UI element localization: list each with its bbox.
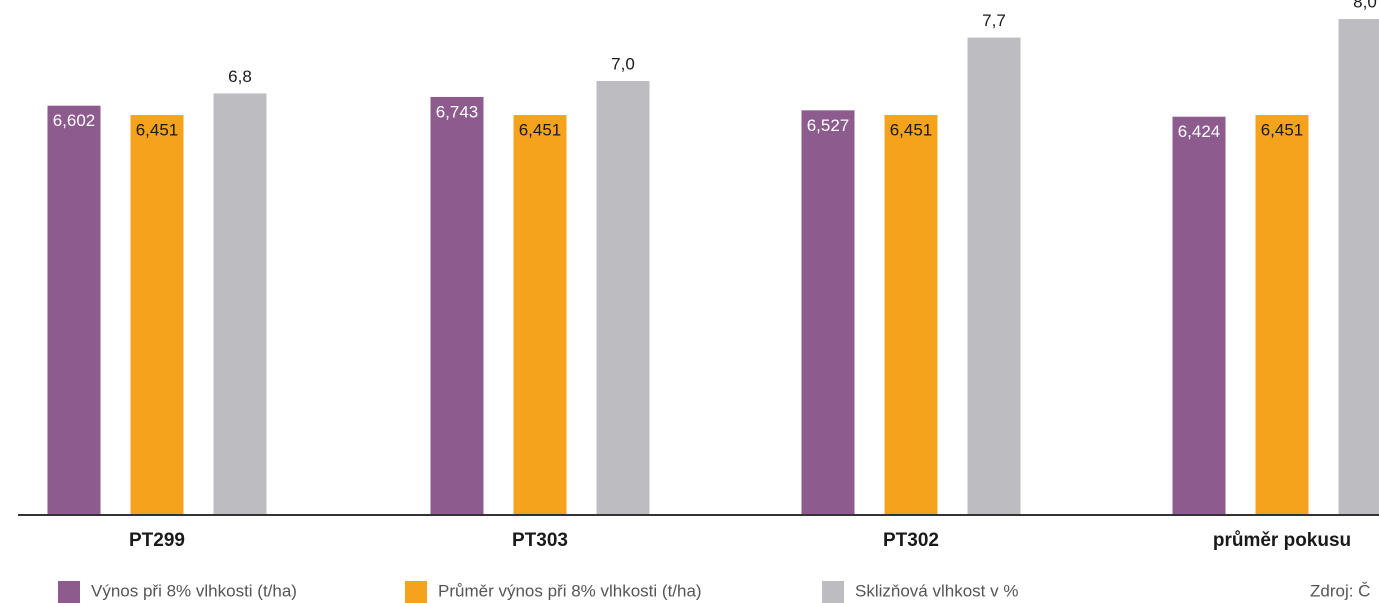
bar — [1172, 116, 1226, 515]
bar — [430, 96, 484, 516]
bar — [596, 81, 650, 515]
bar — [967, 37, 1021, 515]
legend-label: Výnos při 8% vlhkosti (t/ha) — [91, 581, 297, 600]
data-label: 6,602 — [53, 111, 96, 130]
data-label: 6,424 — [1178, 122, 1221, 141]
data-label: 6,451 — [519, 121, 562, 140]
x-tick-label: PT302 — [883, 530, 939, 551]
legend-label: Sklizňová vlhkost v % — [855, 581, 1018, 600]
legend-swatch — [58, 581, 80, 603]
bar — [801, 110, 855, 516]
source: Zdroj: Č — [1310, 581, 1370, 600]
bar — [47, 105, 101, 516]
x-tick-label: PT299 — [129, 530, 185, 551]
legend-label: Průměr výnos při 8% vlhkosti (t/ha) — [438, 581, 702, 600]
bar — [1338, 19, 1379, 515]
bar — [513, 115, 567, 516]
bar — [884, 115, 938, 516]
data-label: 6,451 — [136, 121, 179, 140]
bar — [213, 93, 267, 516]
legend-swatch — [405, 581, 427, 603]
data-label: 8,0 — [1353, 0, 1377, 11]
bar — [130, 115, 184, 516]
x-tick-label: průměr pokusu — [1213, 530, 1351, 551]
data-label: 6,451 — [890, 121, 933, 140]
bar — [1255, 115, 1309, 516]
x-tick-label: PT303 — [512, 530, 568, 551]
data-label: 7,7 — [982, 11, 1006, 30]
data-label: 6,451 — [1261, 121, 1304, 140]
legend-swatch — [822, 581, 844, 603]
data-label: 6,527 — [807, 116, 850, 135]
data-label: 6,743 — [436, 102, 479, 121]
data-label: 7,0 — [611, 54, 635, 73]
data-label: 6,8 — [228, 67, 252, 86]
